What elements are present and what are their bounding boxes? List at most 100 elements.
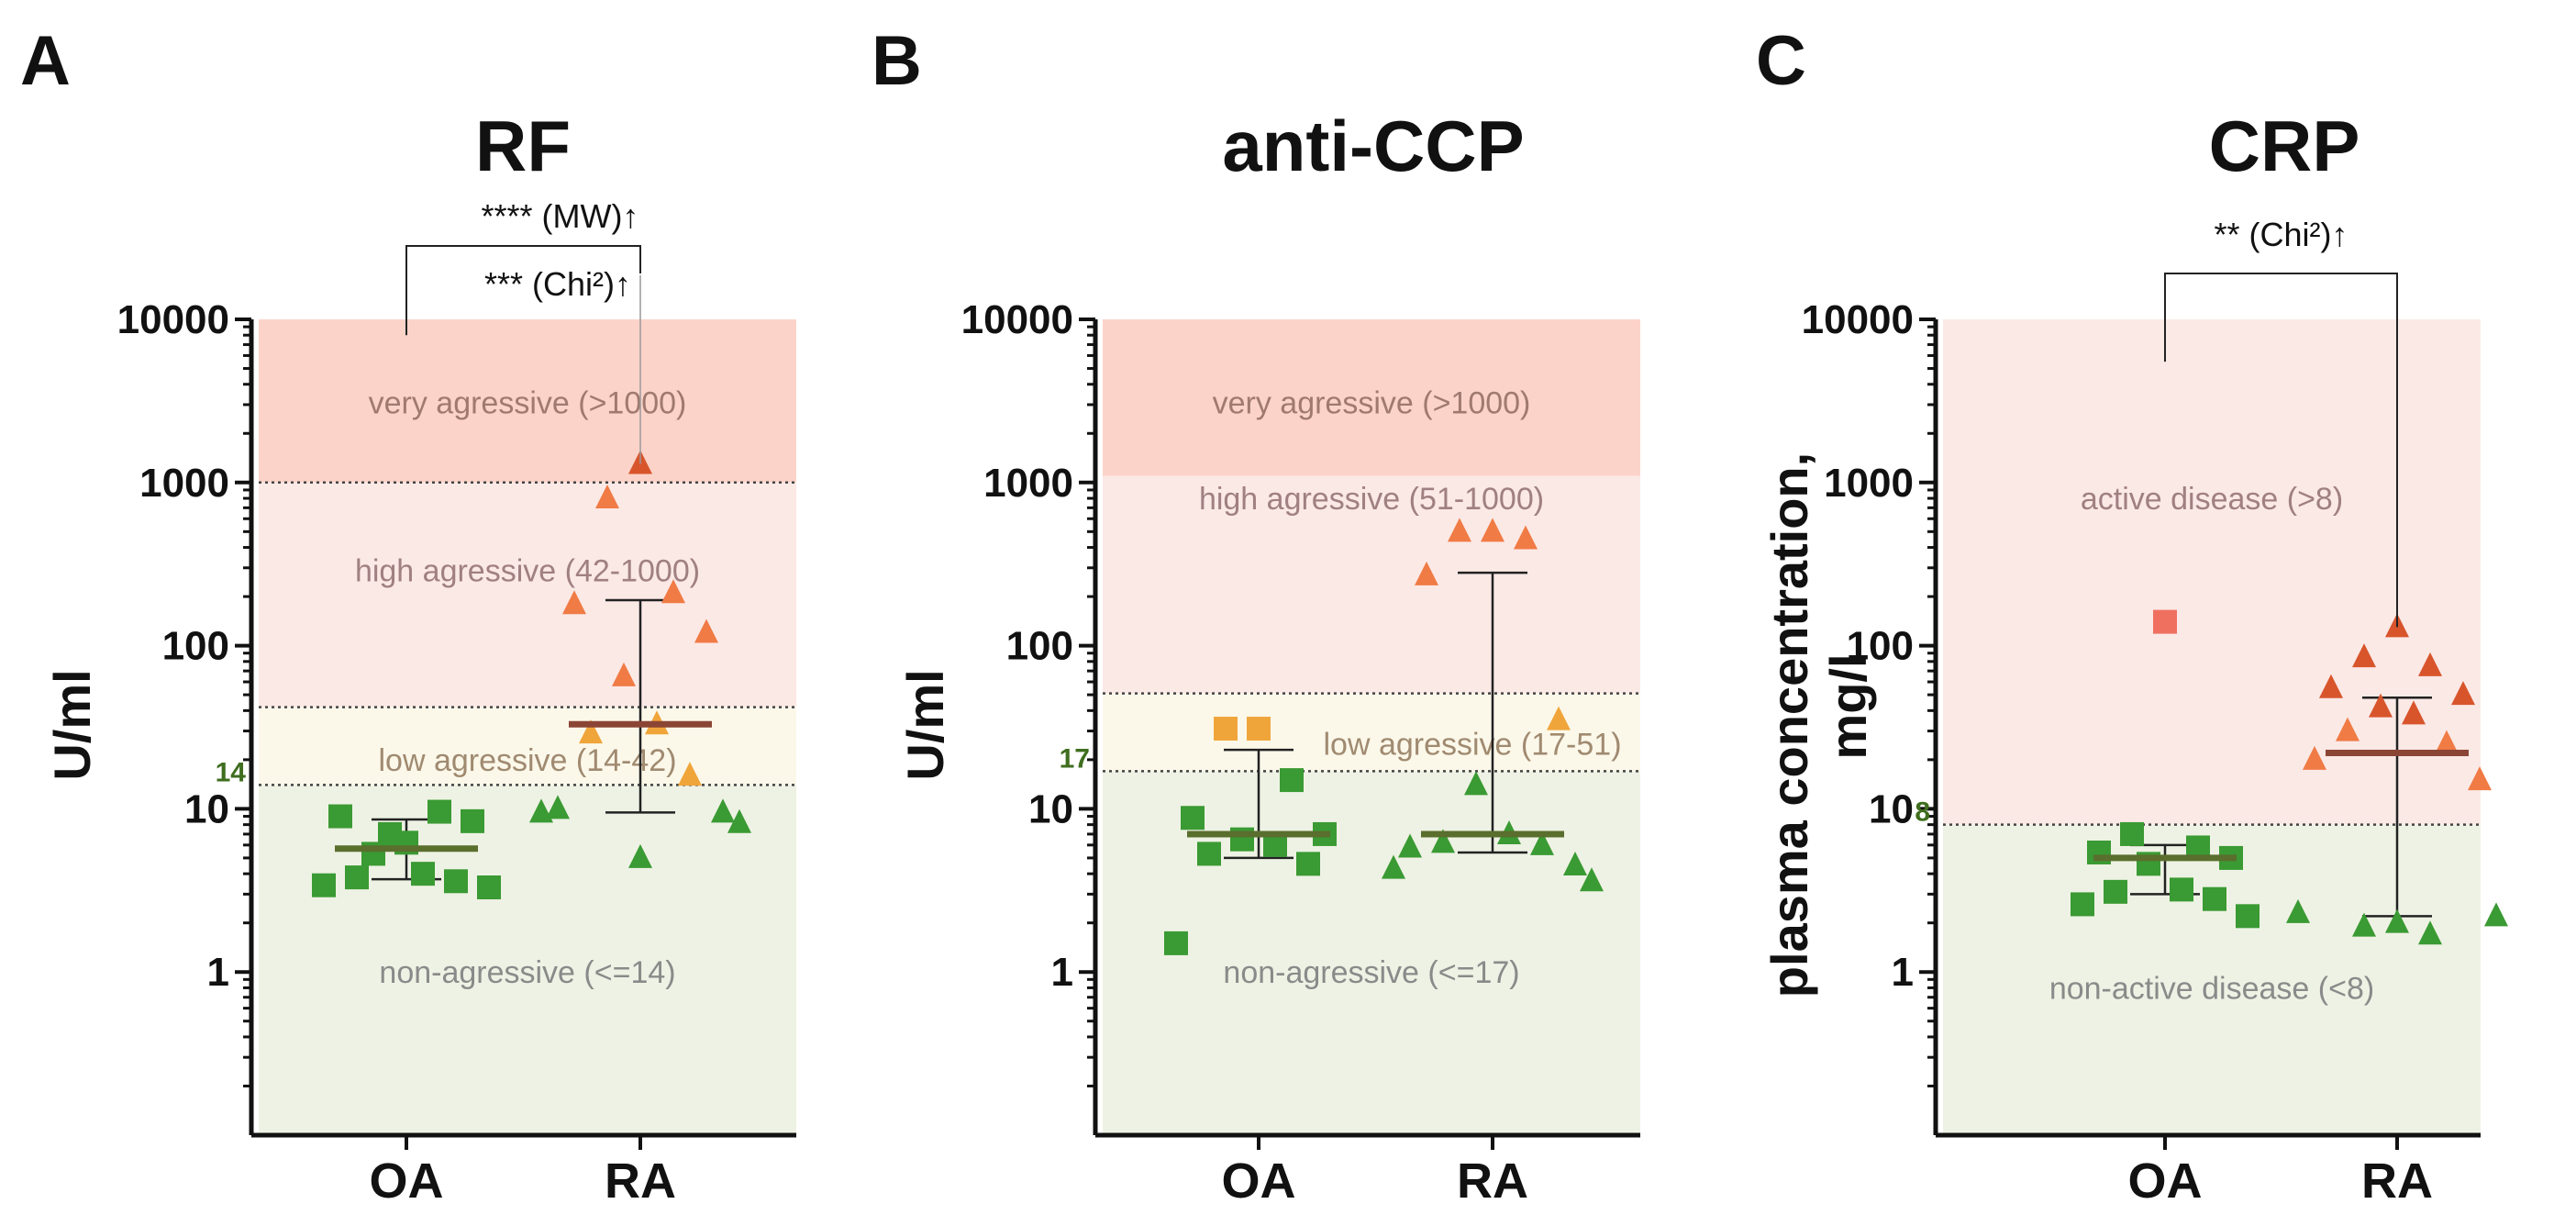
- y-tick-label: 1000: [1824, 461, 1914, 506]
- zone-label: non-agressive (<=14): [379, 955, 675, 990]
- zone-band: [259, 785, 796, 1135]
- data-point-triangle: [2484, 902, 2508, 927]
- data-point-square: [2153, 609, 2177, 634]
- y-axis-label: mg/l: [1819, 653, 1877, 759]
- data-point-triangle: [1580, 867, 1604, 892]
- data-point-square: [2071, 892, 2094, 917]
- zone-band: [1103, 475, 1640, 694]
- zone-label: active disease (>8): [2081, 482, 2343, 517]
- data-point-triangle: [678, 762, 702, 786]
- data-point-triangle: [579, 719, 603, 744]
- y-tick-label: 1: [1892, 950, 1914, 995]
- y-tick-label: 100: [162, 624, 229, 669]
- data-point-triangle: [1514, 525, 1538, 550]
- panel-letter: C: [1756, 22, 1806, 100]
- data-point-triangle: [2418, 652, 2442, 676]
- zone-band: [259, 707, 796, 786]
- data-point-square: [1247, 717, 1271, 741]
- y-tick-label: 10: [184, 786, 229, 831]
- zone-band: [259, 319, 796, 483]
- data-point-triangle: [562, 590, 586, 615]
- data-point-square: [461, 808, 484, 833]
- data-point-square: [1296, 852, 1320, 876]
- data-point-triangle: [2369, 693, 2393, 718]
- significance-label: *** (Chi²)↑: [484, 265, 631, 303]
- data-point-triangle: [546, 795, 570, 819]
- data-point-square: [378, 821, 402, 846]
- zone-band: [1103, 319, 1640, 476]
- data-point-triangle: [529, 798, 553, 823]
- x-category-label: OA: [370, 1154, 444, 1209]
- zone-band: [1943, 319, 2481, 825]
- data-point-triangle: [2319, 674, 2343, 698]
- zone-label: high agressive (51-1000): [1199, 482, 1544, 517]
- data-point-square: [2236, 904, 2260, 929]
- data-point-square: [1197, 841, 1221, 866]
- significance-bracket: [2164, 273, 2398, 628]
- data-point-triangle: [2303, 745, 2326, 770]
- data-point-triangle: [2451, 681, 2475, 706]
- y-tick-label: 1: [207, 950, 229, 995]
- x-category-label: RA: [1457, 1154, 1528, 1209]
- data-point-triangle: [2418, 920, 2442, 945]
- data-point-triangle: [2402, 700, 2426, 725]
- x-category-label: RA: [605, 1154, 676, 1209]
- panel-a: non-agressive (<=14) low agressive (14-42…: [20, 22, 796, 1209]
- data-point-triangle: [1530, 830, 1554, 855]
- data-point-triangle: [1563, 852, 1587, 876]
- data-point-square: [1164, 931, 1188, 955]
- zone-label: non-agressive (<=17): [1223, 955, 1519, 990]
- chart-title: RF: [475, 106, 571, 186]
- data-point-triangle: [694, 619, 718, 643]
- y-axis-label: U/ml: [896, 669, 954, 780]
- x-category-label: OA: [2128, 1154, 2203, 1209]
- data-point-triangle: [1431, 829, 1455, 853]
- cutoff-label: 17: [1060, 743, 1090, 774]
- data-point-square: [1181, 806, 1205, 830]
- data-point-triangle: [612, 662, 636, 686]
- data-point-triangle: [727, 808, 751, 833]
- data-point-square: [2170, 877, 2193, 902]
- data-point-triangle: [661, 579, 685, 604]
- data-point-triangle: [2468, 766, 2492, 791]
- data-point-triangle: [2435, 730, 2459, 754]
- data-point-triangle: [1481, 518, 1505, 542]
- zone-band: [1103, 693, 1640, 772]
- zone-label: high agressive (42-1000): [355, 553, 700, 588]
- data-point-triangle: [1382, 854, 1405, 879]
- chart-title: anti-CCP: [1222, 106, 1524, 186]
- zone-band: [259, 482, 796, 708]
- data-point-square: [312, 873, 336, 897]
- y-tick-label: 10: [1869, 786, 1914, 831]
- data-point-square: [2104, 879, 2127, 904]
- y-tick-label: 100: [1847, 624, 1914, 669]
- y-tick-label: 1: [1051, 950, 1073, 995]
- panel-c: non-active disease (<8) active disease (>…: [1756, 22, 2508, 1209]
- panel-letter: A: [20, 22, 71, 100]
- data-point-square: [477, 875, 501, 900]
- y-axis-label: plasma concentration,: [1760, 452, 1818, 998]
- data-point-triangle: [2286, 898, 2310, 923]
- significance-label: ** (Chi²)↑: [2214, 216, 2348, 253]
- y-tick-label: 1000: [983, 461, 1073, 506]
- data-point-triangle: [2385, 908, 2409, 933]
- data-point-triangle: [1464, 771, 1488, 796]
- data-point-triangle: [2352, 643, 2376, 668]
- data-point-triangle: [1415, 561, 1438, 585]
- data-point-triangle: [595, 485, 619, 509]
- data-point-square: [411, 862, 435, 886]
- data-point-square: [444, 869, 468, 894]
- data-point-square: [427, 799, 451, 824]
- y-tick-label: 100: [1006, 624, 1073, 669]
- zone-label: non-active disease (<8): [2049, 971, 2374, 1006]
- zone-label: low agressive (14-42): [378, 743, 676, 778]
- data-point-triangle: [1547, 706, 1571, 730]
- y-axis-label: U/ml: [43, 669, 101, 780]
- x-category-label: RA: [2361, 1154, 2433, 1209]
- x-category-label: OA: [1222, 1154, 1296, 1209]
- data-point-square: [2120, 821, 2144, 846]
- zone-label: low agressive (17-51): [1323, 728, 1621, 763]
- significance-label: **** (MW)↑: [482, 197, 639, 235]
- y-tick-label: 10000: [961, 297, 1073, 342]
